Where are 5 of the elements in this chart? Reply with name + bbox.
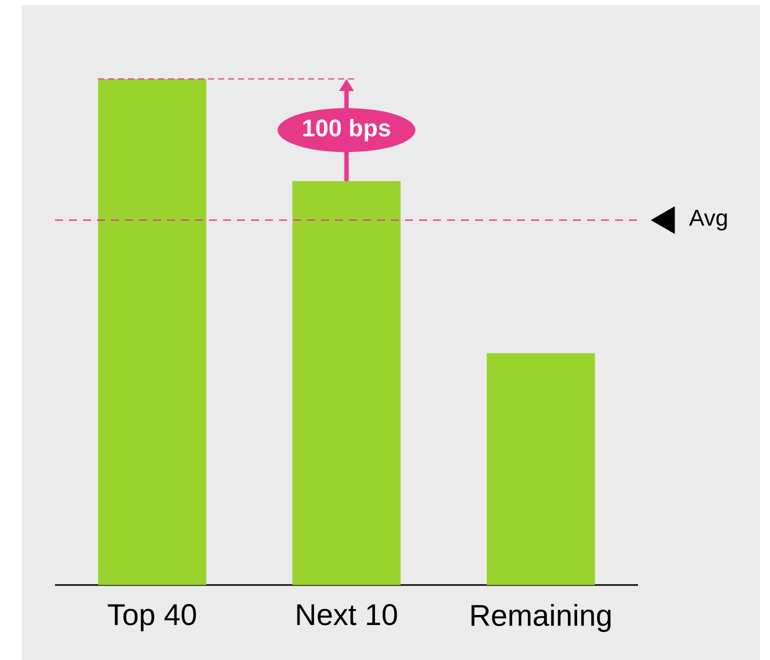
x-tick-label: Remaining xyxy=(472,604,611,632)
x-tick-label: Next 10 xyxy=(297,604,397,626)
ref-line-label: Avg xyxy=(689,210,727,230)
annotation: 100 bps xyxy=(303,118,390,142)
x-tick-label: Top 40 xyxy=(108,604,196,632)
